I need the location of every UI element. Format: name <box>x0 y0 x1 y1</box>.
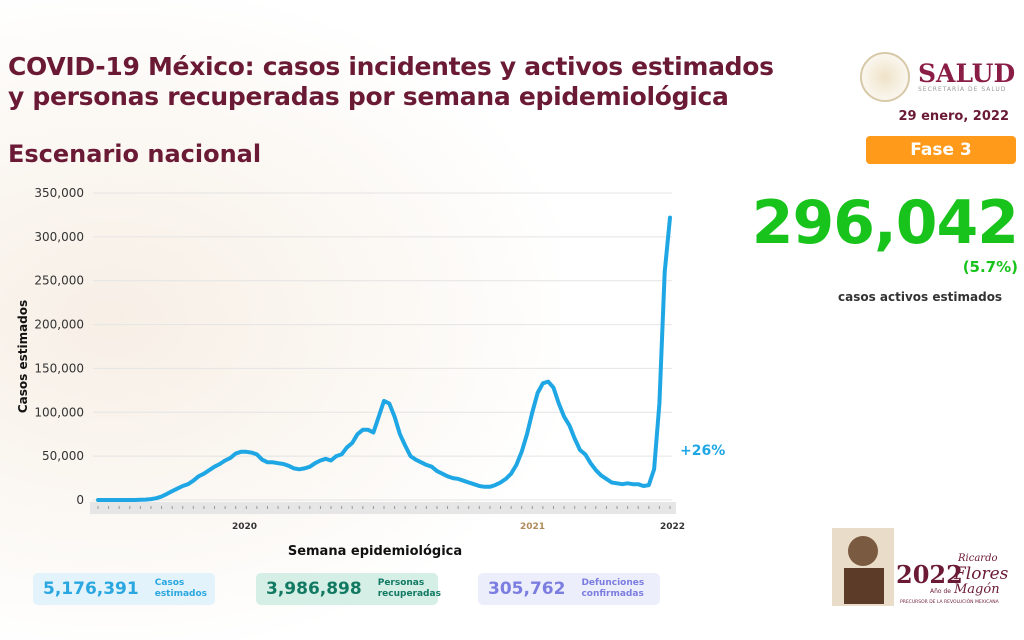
svg-text:Ricardo: Ricardo <box>957 553 998 564</box>
logo-sub: SECRETARÍA DE SALUD <box>918 85 1007 93</box>
y-axis-label: Casos estimados <box>16 300 30 413</box>
title-line-1: COVID-19 México: casos incidentes y acti… <box>8 52 774 81</box>
report-date: 29 enero, 2022 <box>898 109 1010 124</box>
y-tick-label: 0 <box>76 493 84 507</box>
y-tick-label: 350,000 <box>34 186 84 200</box>
summary-label: Defunciones confirmadas <box>581 578 645 599</box>
svg-text:Flores: Flores <box>953 564 1009 584</box>
x-axis-label: Semana epidemiológica <box>288 544 462 559</box>
page-title: COVID-19 México: casos incidentes y acti… <box>8 52 774 112</box>
summary-box: 5,176,391 Casos estimados <box>33 573 215 605</box>
summary-value: 5,176,391 <box>43 579 139 599</box>
y-tick-label: 250,000 <box>34 274 84 288</box>
year-label: 2021 <box>520 522 545 532</box>
summary-label: Casos estimados <box>154 578 208 599</box>
summary-box: 305,762 Defunciones confirmadas <box>478 573 660 605</box>
svg-text:PRECURSOR DE LA REVOLUCIÓN MEX: PRECURSOR DE LA REVOLUCIÓN MEXICANA <box>900 598 1000 605</box>
y-tick-label: 300,000 <box>34 230 84 244</box>
active-cases-label: casos activos estimados <box>838 290 1003 304</box>
summary-box: 3,986,898 Personas recuperadas <box>256 573 441 605</box>
active-cases-percent: (5.7%) <box>962 258 1018 276</box>
national-seal-icon <box>860 52 910 102</box>
logo-name: SALUD <box>918 58 1016 88</box>
y-tick-label: 200,000 <box>34 318 84 332</box>
background-watermark <box>0 0 560 640</box>
y-tick-label: 150,000 <box>34 361 84 375</box>
summary-value: 305,762 <box>488 579 566 599</box>
year-label: 2020 <box>232 522 257 532</box>
x-axis-band <box>90 502 676 514</box>
salud-logo: SALUD SECRETARÍA DE SALUD <box>860 52 1015 102</box>
y-tick-label: 100,000 <box>34 405 84 419</box>
y-tick-label: 50,000 <box>42 449 84 463</box>
year-label: 2022 <box>660 522 685 532</box>
cases-series-line <box>96 215 672 502</box>
flores-magon-logo: 2022 Ricardo Flores Magón Año de PRECURS… <box>832 528 1009 606</box>
summary-value: 3,986,898 <box>266 579 362 599</box>
svg-text:Año de: Año de <box>930 588 951 595</box>
cases-line-chart: 0 50,000 100,000 150,000 200,000 250,000 300,0… <box>16 186 725 559</box>
summary-label: Personas recuperadas <box>377 578 441 599</box>
svg-text:Magón: Magón <box>953 582 1000 597</box>
active-cases-value: 296,042 <box>751 188 1019 258</box>
page-subtitle: Escenario nacional <box>8 140 262 168</box>
change-annotation: +26% <box>680 443 725 459</box>
phase-badge: Fase 3 <box>866 136 1016 164</box>
svg-text:2022: 2022 <box>896 560 963 589</box>
title-line-2: y personas recuperadas por semana epidem… <box>8 82 729 111</box>
